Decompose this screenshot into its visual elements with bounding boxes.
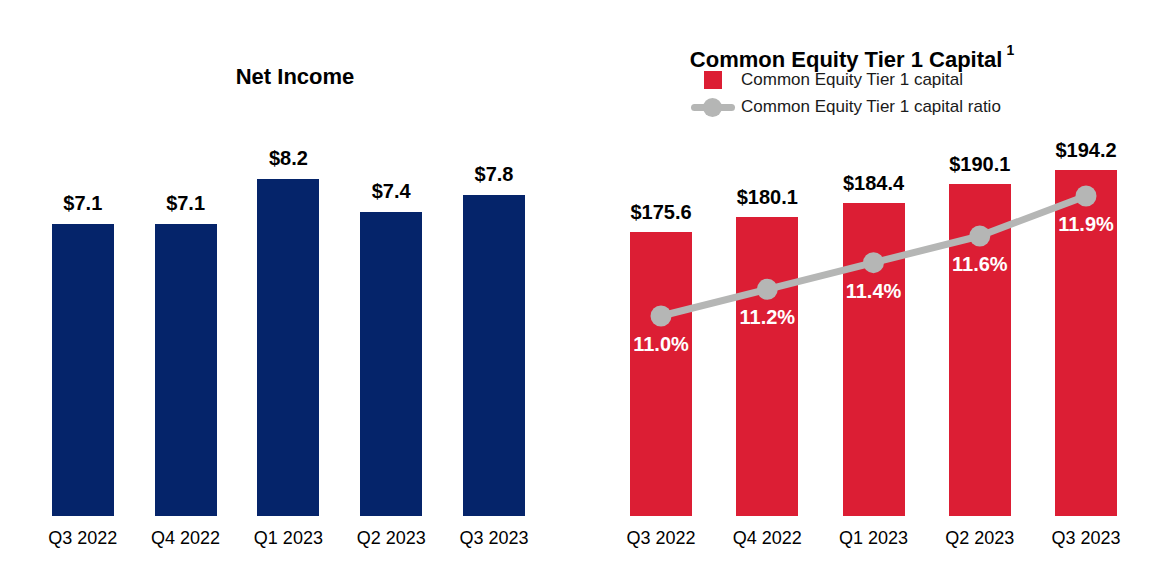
net-income-chart-title: Net Income xyxy=(145,64,445,90)
legend-icon-cell xyxy=(690,69,736,91)
ratio-label-q3-2022: 11.0% xyxy=(591,333,731,356)
ratio-label-q1-2023: 11.4% xyxy=(804,280,944,303)
footnote-superscript: 1 xyxy=(1006,42,1014,58)
bar-cet1-q1-2023 xyxy=(843,203,905,516)
legend-item-cet1-capital: Common Equity Tier 1 capital xyxy=(690,69,1001,91)
bar-net-income-q3-2023 xyxy=(463,195,525,516)
legend-label-cet1-ratio: Common Equity Tier 1 capital ratio xyxy=(741,97,1001,117)
gray-dot-icon xyxy=(703,98,722,117)
x-tick-cet1-q3-2022: Q3 2022 xyxy=(601,528,721,549)
value-label-net-income-q1-2023: $8.2 xyxy=(218,147,358,170)
x-tick-net-income-q3-2023: Q3 2023 xyxy=(434,528,554,549)
legend-item-cet1-ratio: Common Equity Tier 1 capital ratio xyxy=(690,96,1001,118)
legend-label-cet1-capital: Common Equity Tier 1 capital xyxy=(741,70,963,90)
cet1-legend: Common Equity Tier 1 capital Common Equi… xyxy=(690,69,1001,123)
bar-net-income-q3-2022 xyxy=(52,224,114,516)
bar-cet1-q2-2023 xyxy=(949,184,1011,516)
red-square-icon xyxy=(704,71,722,89)
ratio-label-q4-2022: 11.2% xyxy=(697,306,837,329)
line-circle-icon xyxy=(690,96,736,118)
value-label-net-income-q4-2022: $7.1 xyxy=(116,192,256,215)
bar-net-income-q2-2023 xyxy=(360,212,422,516)
bar-net-income-q4-2022 xyxy=(155,224,217,516)
bar-net-income-q1-2023 xyxy=(257,179,319,516)
x-tick-cet1-q4-2022: Q4 2022 xyxy=(707,528,827,549)
x-tick-cet1-q3-2023: Q3 2023 xyxy=(1026,528,1146,549)
quarterly-earnings-charts: Net Income Common Equity Tier 1 Capital1… xyxy=(0,0,1151,586)
bar-cet1-q4-2022 xyxy=(736,217,798,516)
bar-cet1-q3-2022 xyxy=(630,232,692,516)
value-label-cet1-q3-2023: $194.2 xyxy=(1016,139,1151,162)
ratio-label-q3-2023: 11.9% xyxy=(1016,213,1151,236)
ratio-label-q2-2023: 11.6% xyxy=(910,253,1050,276)
value-label-net-income-q3-2023: $7.8 xyxy=(424,163,564,186)
x-tick-cet1-q2-2023: Q2 2023 xyxy=(920,528,1040,549)
x-tick-cet1-q1-2023: Q1 2023 xyxy=(814,528,934,549)
